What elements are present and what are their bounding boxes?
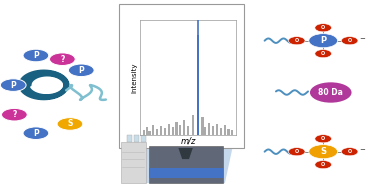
Circle shape xyxy=(315,135,332,143)
FancyBboxPatch shape xyxy=(121,142,146,183)
Bar xyxy=(143,130,145,135)
Text: P: P xyxy=(78,66,84,75)
Bar xyxy=(204,127,206,135)
Y-axis label: Intensity: Intensity xyxy=(131,63,137,93)
Bar xyxy=(183,120,185,135)
Bar xyxy=(168,124,170,135)
Circle shape xyxy=(315,50,332,58)
FancyBboxPatch shape xyxy=(127,135,132,142)
Circle shape xyxy=(68,64,94,77)
Circle shape xyxy=(57,118,83,130)
Bar xyxy=(152,125,155,135)
Text: 80 Da: 80 Da xyxy=(318,88,343,97)
Text: O: O xyxy=(295,38,299,43)
Bar xyxy=(160,126,162,135)
Text: O: O xyxy=(321,25,325,30)
Polygon shape xyxy=(130,148,232,183)
Bar xyxy=(149,131,150,135)
Text: −: − xyxy=(359,36,365,42)
Bar xyxy=(220,128,222,135)
Polygon shape xyxy=(178,148,193,159)
Circle shape xyxy=(341,148,358,156)
FancyBboxPatch shape xyxy=(134,135,139,142)
Text: ?: ? xyxy=(60,55,65,64)
X-axis label: m/z: m/z xyxy=(180,137,196,145)
Text: P: P xyxy=(33,129,39,138)
Text: P: P xyxy=(10,81,16,90)
Bar xyxy=(187,126,189,135)
Circle shape xyxy=(23,49,49,62)
Bar xyxy=(228,129,229,135)
Text: O: O xyxy=(321,51,325,56)
Circle shape xyxy=(309,34,338,48)
Bar xyxy=(156,129,158,135)
Bar xyxy=(164,128,166,135)
Bar xyxy=(146,127,148,135)
Circle shape xyxy=(309,145,338,159)
FancyBboxPatch shape xyxy=(149,146,223,183)
Circle shape xyxy=(2,108,27,121)
Circle shape xyxy=(341,37,358,45)
FancyBboxPatch shape xyxy=(149,168,223,178)
Text: O: O xyxy=(295,149,299,154)
Text: O: O xyxy=(348,149,352,154)
Circle shape xyxy=(50,53,75,65)
Bar xyxy=(197,35,199,135)
FancyBboxPatch shape xyxy=(141,135,146,142)
Text: ?: ? xyxy=(12,110,17,119)
Text: O: O xyxy=(321,136,325,141)
Text: O: O xyxy=(321,162,325,167)
Text: −: − xyxy=(359,147,365,153)
Circle shape xyxy=(315,161,332,169)
Bar xyxy=(212,126,214,135)
Text: S: S xyxy=(320,147,326,156)
Text: P: P xyxy=(320,36,326,45)
FancyBboxPatch shape xyxy=(119,4,244,148)
Text: P: P xyxy=(33,51,39,60)
Bar xyxy=(201,117,204,135)
Bar xyxy=(179,125,181,135)
Circle shape xyxy=(288,148,305,156)
Bar xyxy=(231,130,234,135)
Bar xyxy=(208,123,210,135)
Circle shape xyxy=(315,24,332,32)
Bar xyxy=(175,122,178,135)
Bar xyxy=(172,127,174,135)
Bar xyxy=(192,115,194,135)
Bar xyxy=(224,125,226,135)
Circle shape xyxy=(0,79,26,91)
Circle shape xyxy=(288,37,305,45)
Text: O: O xyxy=(348,38,352,43)
Text: S: S xyxy=(67,120,73,128)
Bar xyxy=(216,124,218,135)
Circle shape xyxy=(23,127,49,139)
Circle shape xyxy=(310,82,352,103)
